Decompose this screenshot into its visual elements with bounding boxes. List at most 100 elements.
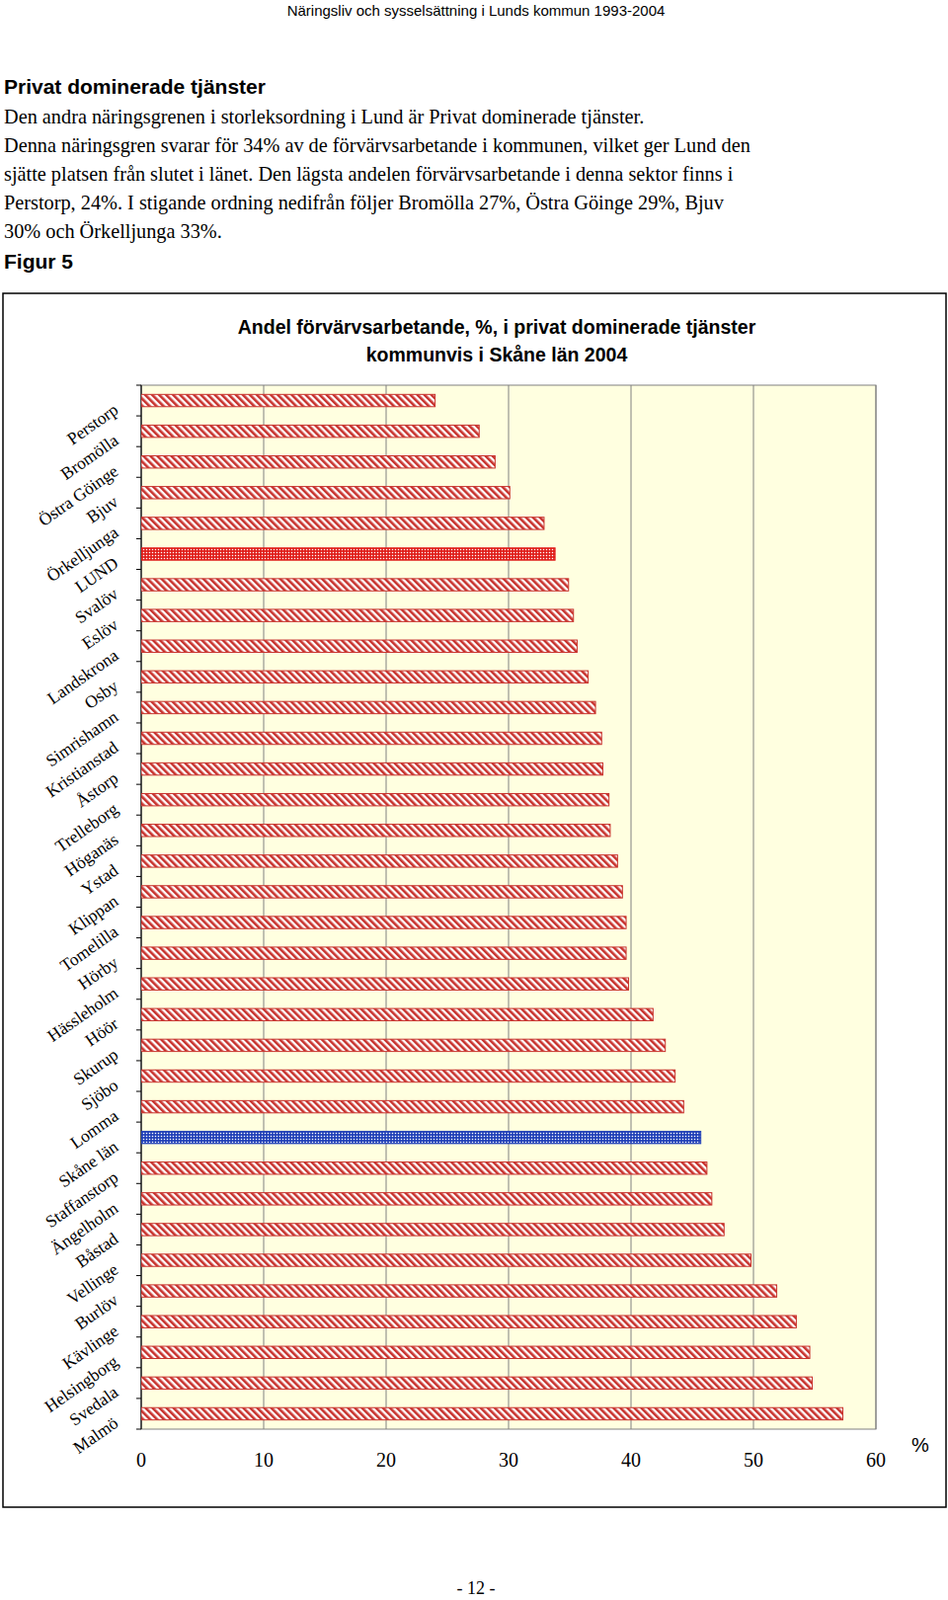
bar [141, 1069, 676, 1082]
y-tick [136, 814, 142, 816]
x-axis-label: % [911, 1433, 930, 1456]
bar [141, 1315, 796, 1328]
x-tick-label: 10 [253, 1448, 274, 1471]
y-tick [136, 630, 142, 632]
bar [141, 731, 602, 744]
bar [141, 885, 623, 898]
y-tick [136, 507, 142, 509]
paragraph-line: Den andra näringsgrenen i storleksordnin… [3, 105, 644, 129]
y-tick [136, 1244, 142, 1246]
y-tick [136, 415, 142, 417]
y-tick [136, 1183, 142, 1185]
bar [141, 670, 589, 683]
bar [141, 517, 545, 530]
bar [141, 424, 479, 437]
title-line: Andel förvärvsarbetande, %, i privat dom… [237, 316, 757, 338]
bar [141, 609, 574, 622]
figure-label: Figur 5 [3, 249, 74, 273]
title-line: kommunvis i Skåne län 2004 [366, 343, 629, 366]
y-tick [136, 1213, 142, 1215]
bar [141, 548, 555, 560]
category-label: Östra Göinge [34, 460, 122, 530]
paragraph-line: Denna näringsgren svarar för 34% av de f… [3, 134, 751, 158]
y-tick [136, 967, 142, 969]
y-tick [136, 1336, 142, 1338]
bar [141, 578, 569, 591]
y-tick [136, 385, 142, 387]
y-tick [136, 1397, 142, 1399]
grid-line [753, 385, 755, 1429]
bar [141, 1100, 684, 1112]
bar [141, 1254, 752, 1266]
bar [141, 762, 603, 775]
y-tick [136, 1121, 142, 1123]
x-tick-label: 30 [498, 1448, 519, 1471]
bar [141, 792, 610, 805]
page-number: - 12 - [457, 1578, 496, 1598]
section-title: Privat dominerade tjänster [3, 75, 266, 98]
y-tick [136, 906, 142, 908]
y-tick [136, 1274, 142, 1276]
grid-line [631, 385, 632, 1429]
chart-frame [2, 293, 947, 1507]
y-tick [136, 568, 142, 570]
paragraph-line: sjätte platsen från slutet i länet. Den … [3, 162, 734, 186]
x-tick-label: 20 [376, 1448, 396, 1471]
y-tick [136, 1305, 142, 1307]
category-label: Höör [80, 1013, 122, 1050]
y-tick [136, 1366, 142, 1368]
bar [141, 1407, 844, 1420]
y-tick [136, 998, 142, 1000]
category-label: Eslöv [78, 614, 122, 653]
y-tick [136, 1059, 142, 1061]
y-tick [136, 538, 142, 540]
bar [141, 701, 596, 713]
bar [141, 1376, 813, 1389]
paragraph-line: Perstorp, 24%. I stigande ordning nedifr… [3, 191, 725, 215]
bar [141, 1223, 724, 1236]
category-label: Bjuv [82, 491, 123, 528]
bar [141, 1038, 666, 1051]
grid-line [386, 385, 388, 1429]
bar [141, 1192, 712, 1205]
bar [141, 1130, 702, 1143]
y-tick [136, 599, 142, 601]
page: Näringsliv och sysselsättning i Lunds ko… [0, 0, 948, 1600]
paragraph-line: 30% och Örkelljunga 33%. [3, 220, 223, 243]
category-label: Malmö [69, 1412, 122, 1458]
category-label: Ystad [77, 860, 122, 900]
chart-title: Andel förvärvsarbetande, %, i privat dom… [237, 316, 757, 366]
x-tick-label: 60 [866, 1448, 886, 1471]
bar [141, 456, 495, 469]
bar [141, 639, 577, 652]
bar [141, 977, 630, 990]
y-tick [136, 875, 142, 877]
y-tick [136, 845, 142, 847]
y-tick [136, 784, 142, 786]
bars [141, 394, 844, 1420]
x-tick-label: 0 [136, 1448, 147, 1471]
y-tick [136, 753, 142, 755]
category-label: Osby [80, 675, 123, 713]
bar [141, 1008, 653, 1021]
bar [141, 916, 627, 929]
y-tick [136, 1091, 142, 1093]
bar [141, 486, 510, 499]
y-tick [136, 937, 142, 939]
bar [141, 1284, 778, 1297]
bar [141, 947, 627, 959]
category-label: Hörby [74, 951, 122, 994]
bar [141, 394, 436, 406]
grid-line [508, 385, 510, 1429]
y-tick [136, 660, 142, 662]
bar [141, 1162, 708, 1175]
category-label: Sjöbo [77, 1074, 122, 1114]
grid-line [263, 385, 265, 1429]
y-tick [136, 446, 142, 448]
bar [141, 855, 618, 868]
bar [141, 1345, 810, 1358]
y-tick [136, 1152, 142, 1154]
plot-frame [141, 385, 876, 1429]
y-tick [136, 1028, 142, 1030]
x-tick-label: 50 [743, 1448, 764, 1471]
